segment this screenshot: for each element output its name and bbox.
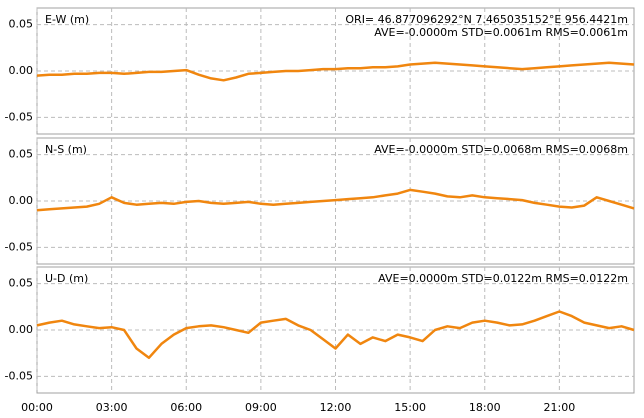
x-tick-label: 18:00 — [469, 401, 501, 414]
y-tick-label: -0.05 — [5, 240, 33, 253]
panel-title: U-D (m) — [45, 272, 88, 285]
y-tick-label: 0.05 — [9, 277, 34, 290]
x-tick-label: 03:00 — [96, 401, 128, 414]
panel-title: E-W (m) — [45, 13, 89, 26]
y-tick-label: 0.05 — [9, 148, 34, 161]
panel-title: N-S (m) — [45, 143, 87, 156]
stats-label: AVE=-0.0000m STD=0.0068m RMS=0.0068m — [374, 143, 628, 156]
y-tick-label: 0.00 — [9, 64, 34, 77]
y-tick-label: 0.00 — [9, 194, 34, 207]
x-tick-label: 00:00 — [21, 401, 53, 414]
y-tick-label: -0.05 — [5, 110, 33, 123]
x-tick-label: 06:00 — [170, 401, 202, 414]
series-line — [36, 310, 635, 360]
y-tick-label: -0.05 — [5, 369, 33, 382]
x-tick-label: 12:00 — [320, 401, 352, 414]
series-line — [36, 61, 635, 82]
x-tick-label: 21:00 — [544, 401, 576, 414]
x-tick-label: 15:00 — [394, 401, 426, 414]
y-tick-label: 0.00 — [9, 323, 34, 336]
y-tick-label: 0.05 — [9, 18, 34, 31]
stats-label: AVE=-0.0000m STD=0.0061m RMS=0.0061m — [374, 26, 628, 39]
stats-label: AVE=0.0000m STD=0.0122m RMS=0.0122m — [378, 272, 628, 285]
x-tick-label: 09:00 — [245, 401, 277, 414]
series-line — [36, 188, 635, 212]
origin-label: ORI= 46.877096292°N 7.465035152°E 956.44… — [345, 13, 628, 26]
